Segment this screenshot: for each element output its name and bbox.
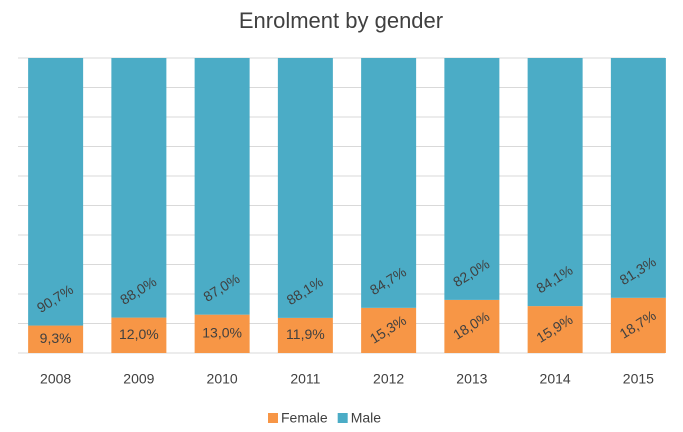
x-tick-label: 2010 [207,371,238,387]
legend-label: Female [281,410,328,426]
legend-swatch [268,413,278,423]
bar-segment [527,58,583,307]
x-tick-label: 2012 [373,371,404,387]
bar-segment [361,58,417,308]
bar-segment [28,325,84,353]
x-tick-label: 2015 [623,371,654,387]
chart-title: Enrolment by gender [239,8,443,33]
x-tick-label: 2008 [40,371,71,387]
bar-segment [361,307,417,353]
x-tick-label: 2011 [290,371,320,387]
bar-segment [277,317,333,353]
x-tick-label: 2013 [456,371,487,387]
bar-segment [444,299,500,353]
bar-segment [194,314,250,353]
bar-segment [444,58,500,300]
bar-segment [194,58,250,315]
bar-segment [277,58,333,318]
legend-label: Male [351,410,382,426]
bar-segment [111,317,167,353]
data-label: 13,0% [202,325,242,341]
bar-segment [28,58,84,326]
bar-segment [610,58,666,298]
x-tick-label: 2014 [540,371,571,387]
bar-segment [610,297,666,353]
data-label: 12,0% [119,326,159,342]
data-label: 9,3% [40,330,72,346]
legend-swatch [337,413,348,423]
bar-segment [527,306,583,353]
data-label: 11,9% [286,326,325,342]
x-tick-label: 2009 [123,371,154,387]
bar-segment [111,58,167,318]
